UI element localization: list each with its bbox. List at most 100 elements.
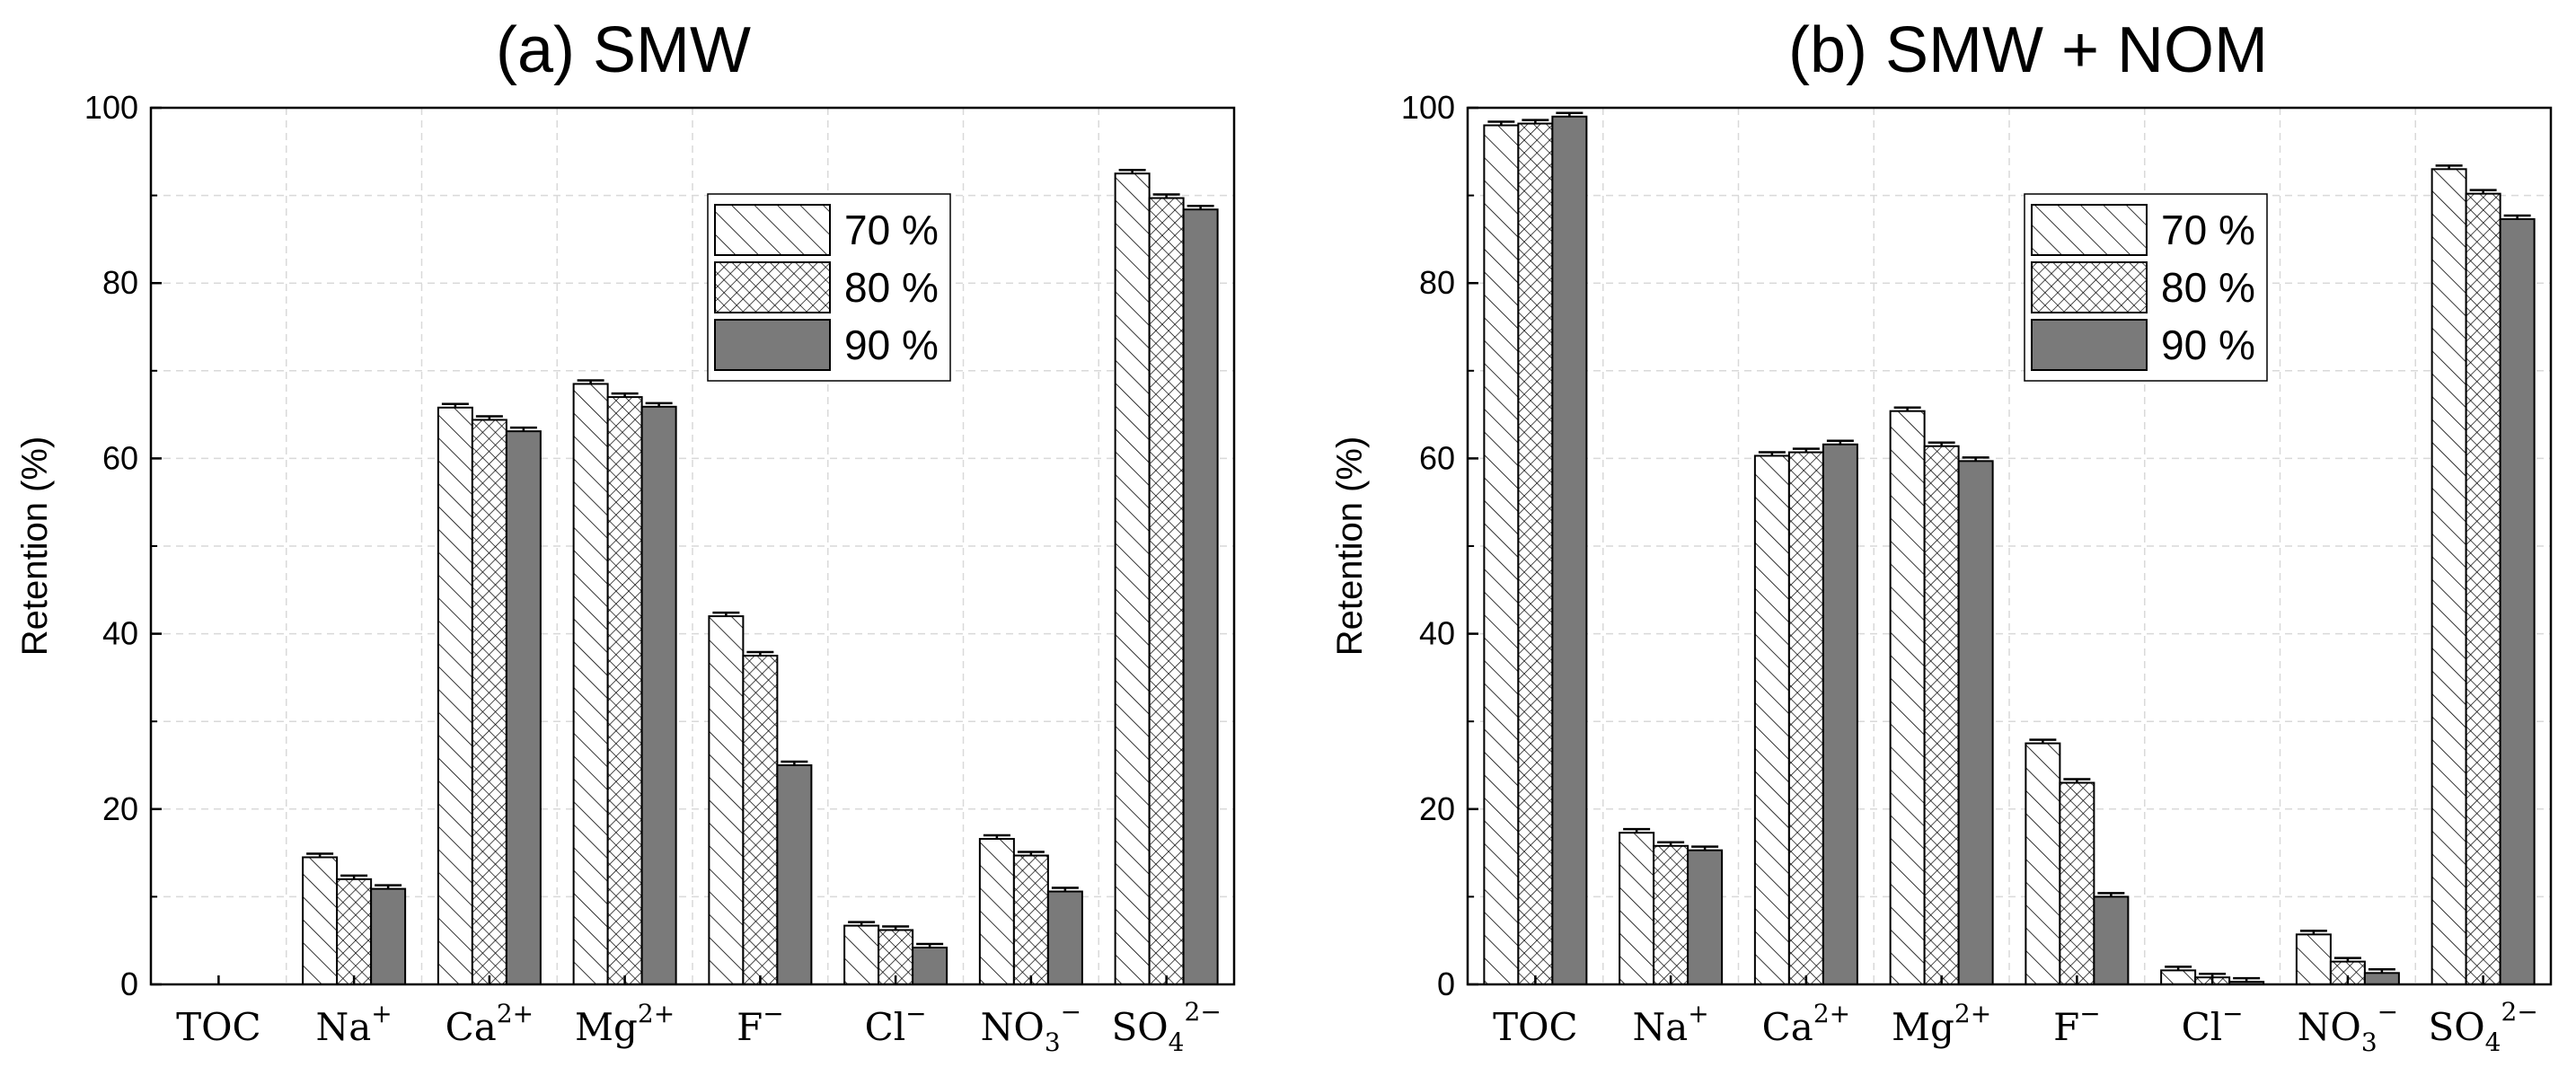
x-tick-label-toc: TOC <box>1493 1005 1578 1049</box>
bar-70-cl <box>2160 969 2197 986</box>
x-tick-label-no: NO3− <box>2298 997 2398 1057</box>
legend: 70 % 80 % 90 % <box>707 193 951 382</box>
bar-70-mg <box>572 383 609 985</box>
x-tick-superscript: 2− <box>1185 997 1222 1027</box>
x-tick-base: Ca <box>1762 1005 1813 1049</box>
bar-90-so <box>1182 208 1219 985</box>
y-tick-label: 40 <box>1419 615 1455 652</box>
y-tick-label: 20 <box>1419 790 1455 827</box>
bar-70-toc <box>1483 124 1520 985</box>
bar-70-na <box>302 856 339 985</box>
x-tick-superscript: − <box>2222 999 2243 1028</box>
x-tick-label-so: SO42− <box>2428 997 2537 1057</box>
x-tick-base: NO <box>2298 1005 2361 1049</box>
x-tick-label-so: SO42− <box>1111 997 1221 1057</box>
bar-70-ca <box>1753 454 1790 985</box>
x-tick-superscript: 2+ <box>1954 999 1991 1028</box>
y-axis-label: Retention (%) <box>1330 437 1370 657</box>
x-tick-base: F <box>2053 1005 2079 1049</box>
legend-swatch-80 <box>714 261 831 313</box>
bar-90-mg <box>640 405 677 986</box>
x-tick-base: Cl <box>2182 1005 2223 1049</box>
legend-label: 70 % <box>844 207 939 253</box>
bar-70-ca <box>437 406 473 985</box>
bar-70-no <box>978 837 1015 986</box>
x-tick-label-na: Na+ <box>315 999 392 1049</box>
y-tick-label: 60 <box>1419 439 1455 476</box>
x-tick-label-na: Na+ <box>1632 999 1708 1049</box>
bar-90-no <box>1046 890 1083 986</box>
legend-swatch-70 <box>714 204 831 256</box>
x-tick-base: Cl <box>865 1005 906 1049</box>
y-tick-label: 80 <box>1419 264 1455 301</box>
plot-frame <box>149 106 1236 986</box>
bar-90-na <box>370 887 407 986</box>
bar-80-f <box>2059 781 2095 986</box>
bar-90-na <box>1687 849 1724 985</box>
x-tick-label-f: F− <box>2053 999 2101 1049</box>
bar-80-no <box>1012 854 1049 986</box>
panel-smw: (a) SMW Retention (%) 0 20 40 60 80 100 TOC Na+ Ca… <box>15 14 1236 1057</box>
x-tick-superscript: 2− <box>2501 997 2538 1027</box>
x-tick-superscript: + <box>1688 999 1708 1028</box>
plot-frame <box>1466 106 2553 986</box>
x-tick-subscript: 4 <box>1169 1027 1185 1057</box>
y-axis-label: Retention (%) <box>15 437 55 657</box>
x-tick-base: Na <box>1632 1005 1688 1049</box>
x-tick-base: TOC <box>176 1005 261 1049</box>
bar-80-toc <box>1517 122 1554 985</box>
x-tick-superscript: 2+ <box>497 999 534 1028</box>
legend-swatch-90 <box>2031 319 2148 371</box>
bar-80-na <box>336 878 373 986</box>
legend-label: 80 % <box>2161 264 2255 311</box>
bar-80-mg <box>1923 445 1960 985</box>
bar-80-so <box>2465 192 2501 985</box>
x-tick-label-ca: Ca2+ <box>446 999 534 1049</box>
panel-smw-nom: (b) SMW + NOM Retention (%) 0 20 40 60 80 100 TO… <box>1330 14 2553 1057</box>
bar-90-toc <box>1551 115 1588 985</box>
x-tick-base: Mg <box>575 1005 638 1049</box>
bar-90-f <box>2093 895 2130 986</box>
x-tick-subscript: 3 <box>1045 1027 1061 1057</box>
chart-title: (b) SMW + NOM <box>1788 14 2268 86</box>
legend-swatch-90 <box>714 319 831 371</box>
x-tick-label-mg: Mg2+ <box>575 999 675 1049</box>
legend-label: 80 % <box>844 264 939 311</box>
bar-90-ca <box>1822 443 1858 985</box>
legend-label: 90 % <box>844 322 939 368</box>
legend-swatch-70 <box>2031 204 2148 256</box>
bar-80-ca <box>1787 451 1824 985</box>
bar-90-so <box>2499 217 2536 985</box>
y-tick-label: 80 <box>102 264 138 301</box>
bar-70-f <box>708 615 745 986</box>
x-tick-base: Ca <box>446 1005 497 1049</box>
x-tick-label-toc: TOC <box>176 1005 261 1049</box>
bar-80-so <box>1148 197 1185 985</box>
x-tick-label-cl: Cl− <box>865 999 927 1049</box>
y-tick-label: 40 <box>102 615 138 652</box>
bar-70-no <box>2295 933 2332 986</box>
x-tick-superscript: + <box>371 999 392 1028</box>
x-tick-base: NO <box>981 1005 1045 1049</box>
y-tick-label: 100 <box>1401 89 1455 126</box>
y-tick-label: 0 <box>120 966 138 1002</box>
x-tick-subscript: 3 <box>2361 1027 2378 1057</box>
x-tick-base: TOC <box>1493 1005 1578 1049</box>
x-tick-superscript: 2+ <box>638 999 675 1028</box>
bar-80-ca <box>471 419 507 985</box>
x-tick-base: SO <box>2428 1005 2484 1049</box>
bar-90-cl <box>912 947 948 986</box>
x-tick-base: Mg <box>1892 1005 1954 1049</box>
x-tick-base: SO <box>1111 1005 1168 1049</box>
x-tick-label-cl: Cl− <box>2182 999 2244 1049</box>
bar-90-f <box>776 764 813 985</box>
x-tick-base: F <box>737 1005 763 1049</box>
bar-90-no <box>2363 972 2400 986</box>
x-tick-superscript: − <box>2378 997 2398 1027</box>
bar-80-f <box>742 655 779 985</box>
bar-70-so <box>1114 172 1151 985</box>
bar-80-na <box>1653 844 1689 985</box>
y-tick-label: 0 <box>1437 966 1455 1002</box>
x-tick-label-ca: Ca2+ <box>1762 999 1850 1049</box>
